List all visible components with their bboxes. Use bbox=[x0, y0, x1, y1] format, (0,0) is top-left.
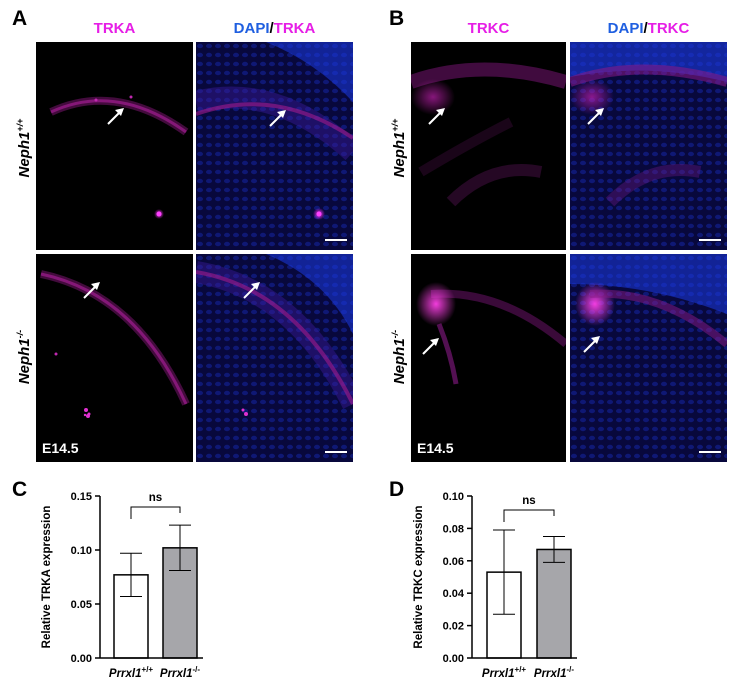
y-tick-label: 0.05 bbox=[71, 599, 92, 611]
y-tick-label: 0.04 bbox=[443, 588, 465, 600]
col-title-dapi-trka: DAPI/TRKA bbox=[196, 20, 353, 37]
slash: / bbox=[643, 20, 648, 37]
micrograph-dapi-trka-wt bbox=[196, 42, 353, 250]
dapi-label: DAPI bbox=[233, 20, 270, 37]
x-tick-label: Prrxl1-/- bbox=[534, 665, 574, 680]
micrograph-trkc-wt bbox=[411, 42, 566, 250]
bar bbox=[536, 548, 572, 659]
dapi-label: DAPI bbox=[607, 20, 644, 37]
y-tick-label: 0.10 bbox=[443, 491, 464, 503]
panel-letter-d: D bbox=[389, 478, 405, 501]
row-label-top-a: Neph1+/+ bbox=[15, 118, 33, 178]
y-tick-label: 0.06 bbox=[443, 556, 464, 568]
panel-letter-a: A bbox=[12, 7, 28, 30]
significance-label: ns bbox=[522, 495, 535, 507]
slash: / bbox=[269, 20, 274, 37]
y-tick-label: 0.15 bbox=[71, 491, 92, 503]
x-tick-label: Prrxl1-/- bbox=[160, 665, 200, 680]
col-title-trkc: TRKC bbox=[467, 20, 510, 37]
micrograph-dapi-trkc-wt bbox=[570, 42, 727, 250]
micrograph-trkc-ko: E14.5 bbox=[411, 254, 566, 462]
col-title-dapi-trkc: DAPI/TRKC bbox=[570, 20, 727, 37]
x-tick-label: Prrxl1+/+ bbox=[109, 665, 154, 680]
significance-label: ns bbox=[149, 492, 162, 504]
y-tick-label: 0.00 bbox=[443, 653, 464, 665]
micrograph-dapi-trka-ko bbox=[196, 254, 353, 462]
panel-letter-c: C bbox=[12, 478, 28, 501]
stage-label-b: E14.5 bbox=[417, 440, 454, 456]
micrograph-dapi-trkc-ko bbox=[570, 254, 727, 462]
panel-letter-b: B bbox=[389, 7, 405, 30]
x-tick-label: Prrxl1+/+ bbox=[482, 665, 527, 680]
stage-label-a: E14.5 bbox=[42, 440, 79, 456]
micrograph-trka-wt bbox=[36, 42, 193, 250]
y-tick-label: 0.08 bbox=[443, 523, 464, 535]
significance-bracket bbox=[130, 506, 181, 519]
col-title-trka: TRKA bbox=[93, 20, 136, 37]
y-tick-label: 0.02 bbox=[443, 621, 464, 633]
row-label-top-b: Neph1+/+ bbox=[390, 118, 408, 178]
bar-chart-trkc: 0.00 0.02 0.04 0.06 0.08 0.10 Relative TRKC ex… bbox=[413, 491, 577, 680]
y-axis-label: Relative TRKA expression bbox=[41, 506, 53, 649]
y-tick-label: 0.00 bbox=[71, 653, 92, 665]
row-label-bottom-a: Neph1-/- bbox=[15, 329, 33, 385]
row-label-bottom-b: Neph1-/- bbox=[390, 329, 408, 385]
marker-label: TRKA bbox=[273, 20, 316, 37]
bar-chart-trka: 0.00 0.05 0.10 0.15 Relative TRKA expression… bbox=[41, 491, 203, 680]
significance-bracket bbox=[503, 509, 555, 522]
micrograph-trka-ko: E14.5 bbox=[36, 254, 193, 462]
y-axis-label: Relative TRKC expression bbox=[413, 505, 425, 648]
marker-label: TRKC bbox=[647, 20, 690, 37]
y-tick-label: 0.10 bbox=[71, 545, 92, 557]
